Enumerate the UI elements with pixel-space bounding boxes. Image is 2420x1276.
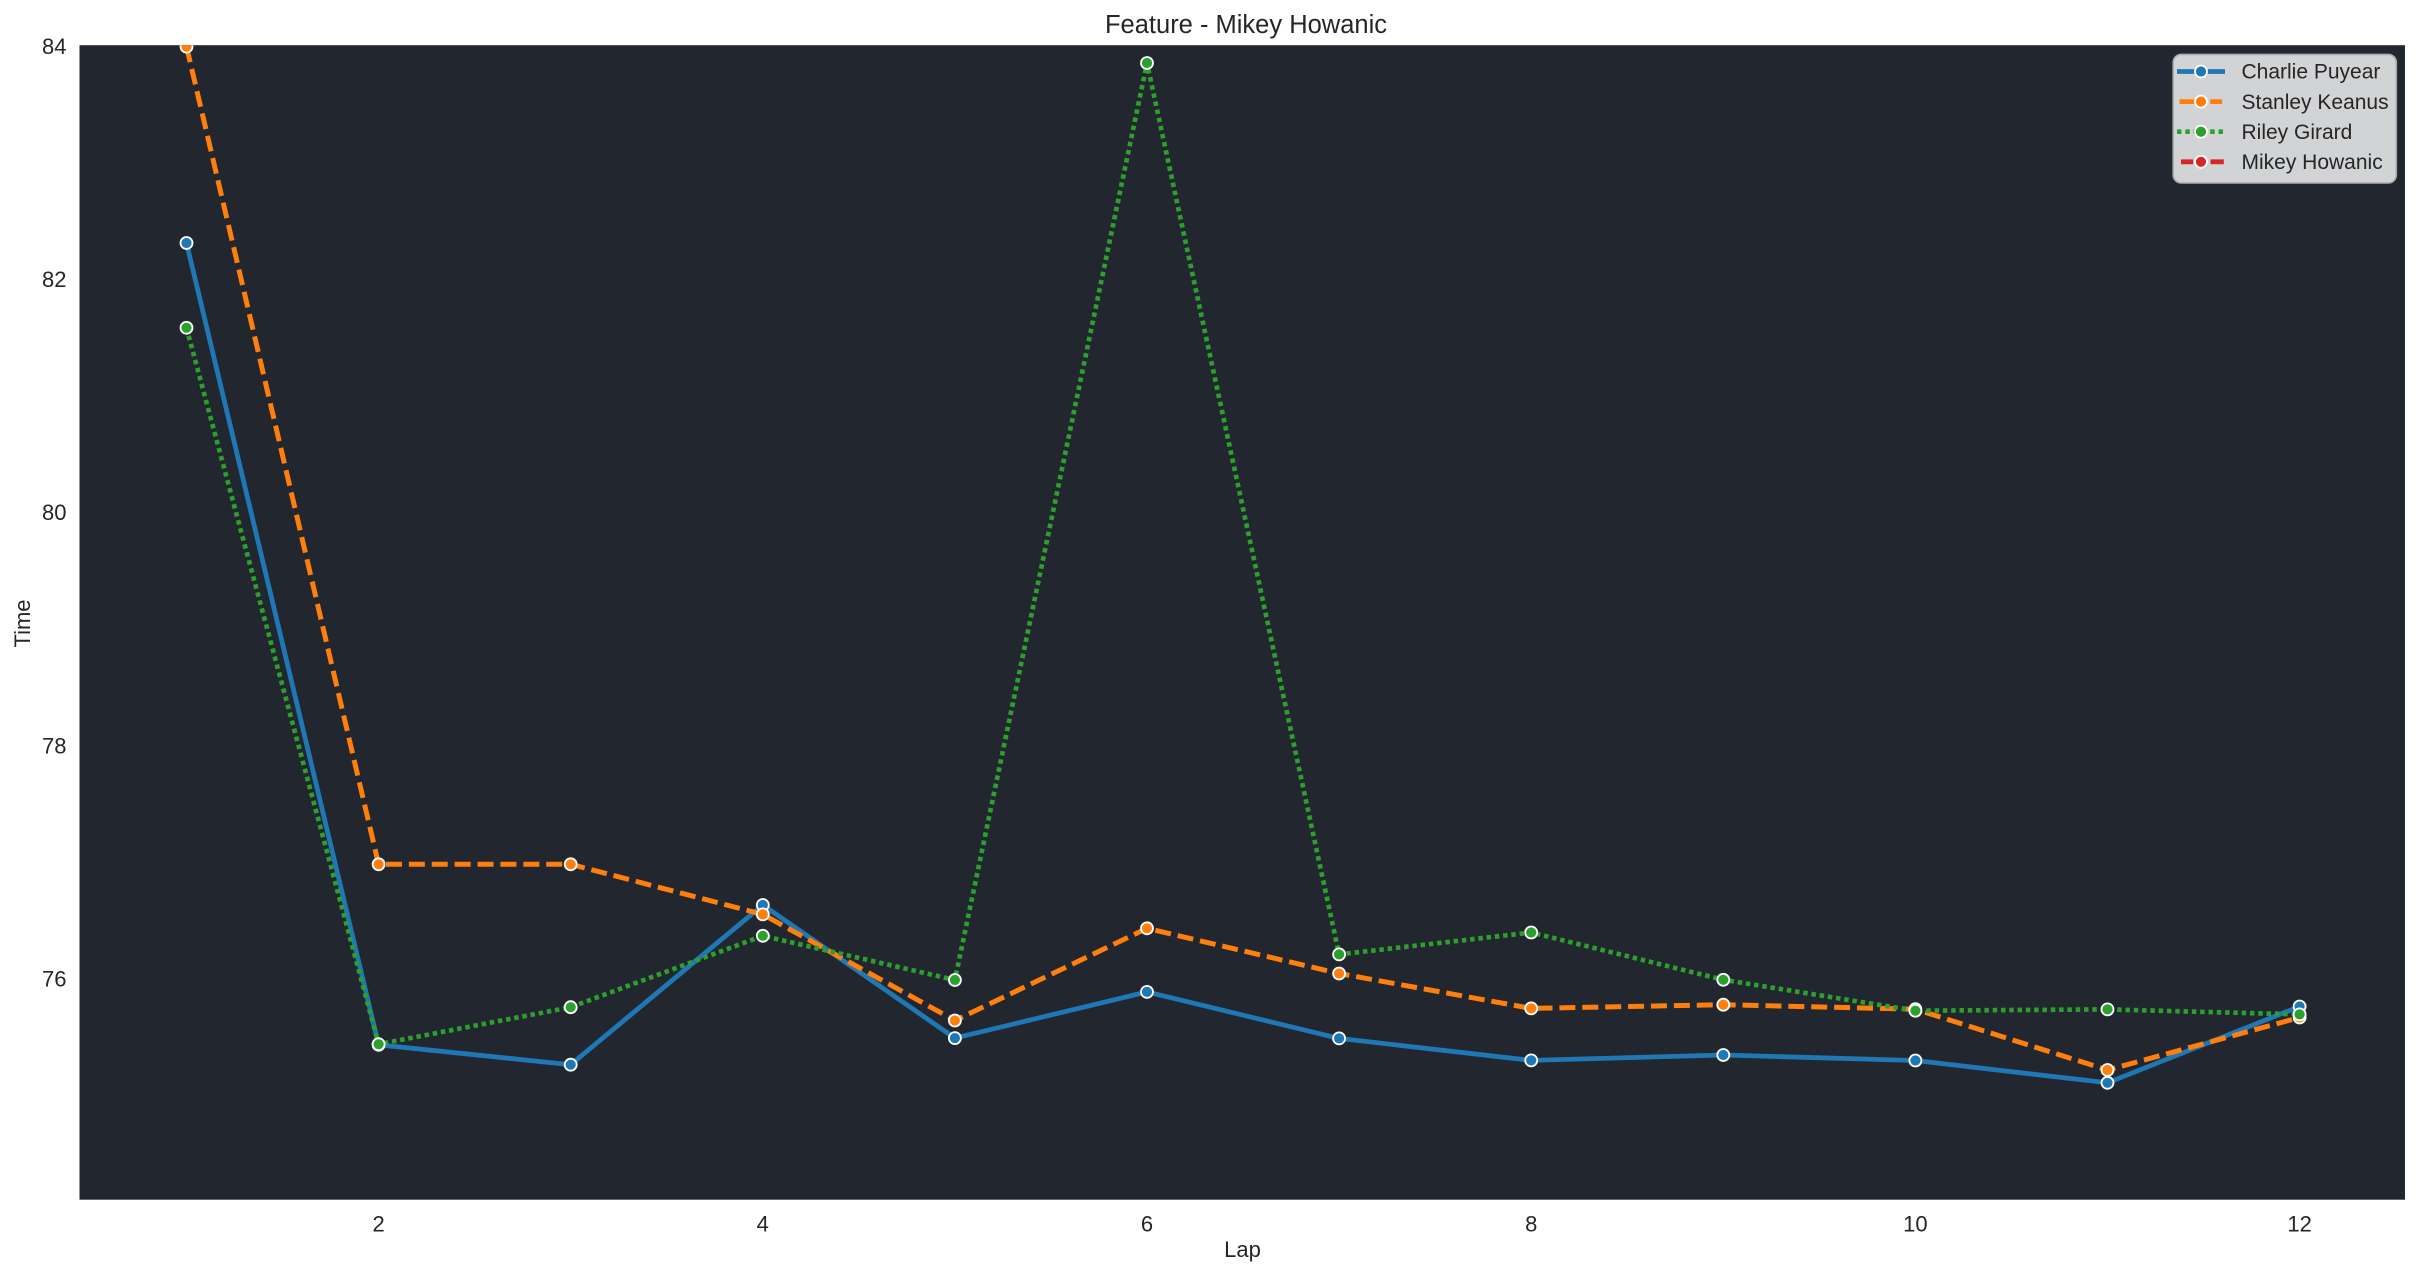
svg-text:Time: Time xyxy=(10,599,35,647)
svg-text:8: 8 xyxy=(1525,1212,1537,1237)
svg-text:4: 4 xyxy=(757,1212,769,1237)
svg-text:Feature - Mikey Howanic: Feature - Mikey Howanic xyxy=(1105,11,1387,39)
svg-text:84: 84 xyxy=(42,34,66,59)
svg-text:Lap: Lap xyxy=(1224,1237,1261,1262)
svg-text:80: 80 xyxy=(42,500,66,525)
svg-text:2: 2 xyxy=(372,1212,384,1237)
svg-text:78: 78 xyxy=(42,733,66,758)
svg-text:Riley Girard: Riley Girard xyxy=(2242,121,2353,144)
svg-text:10: 10 xyxy=(1903,1212,1927,1237)
svg-text:Mikey Howanic: Mikey Howanic xyxy=(2242,151,2383,174)
svg-text:Charlie Puyear: Charlie Puyear xyxy=(2242,61,2381,84)
svg-text:Stanley Keanus: Stanley Keanus xyxy=(2242,91,2389,114)
svg-text:12: 12 xyxy=(2287,1212,2311,1237)
svg-text:82: 82 xyxy=(42,267,66,292)
svg-text:6: 6 xyxy=(1141,1212,1153,1237)
svg-text:76: 76 xyxy=(42,967,66,992)
